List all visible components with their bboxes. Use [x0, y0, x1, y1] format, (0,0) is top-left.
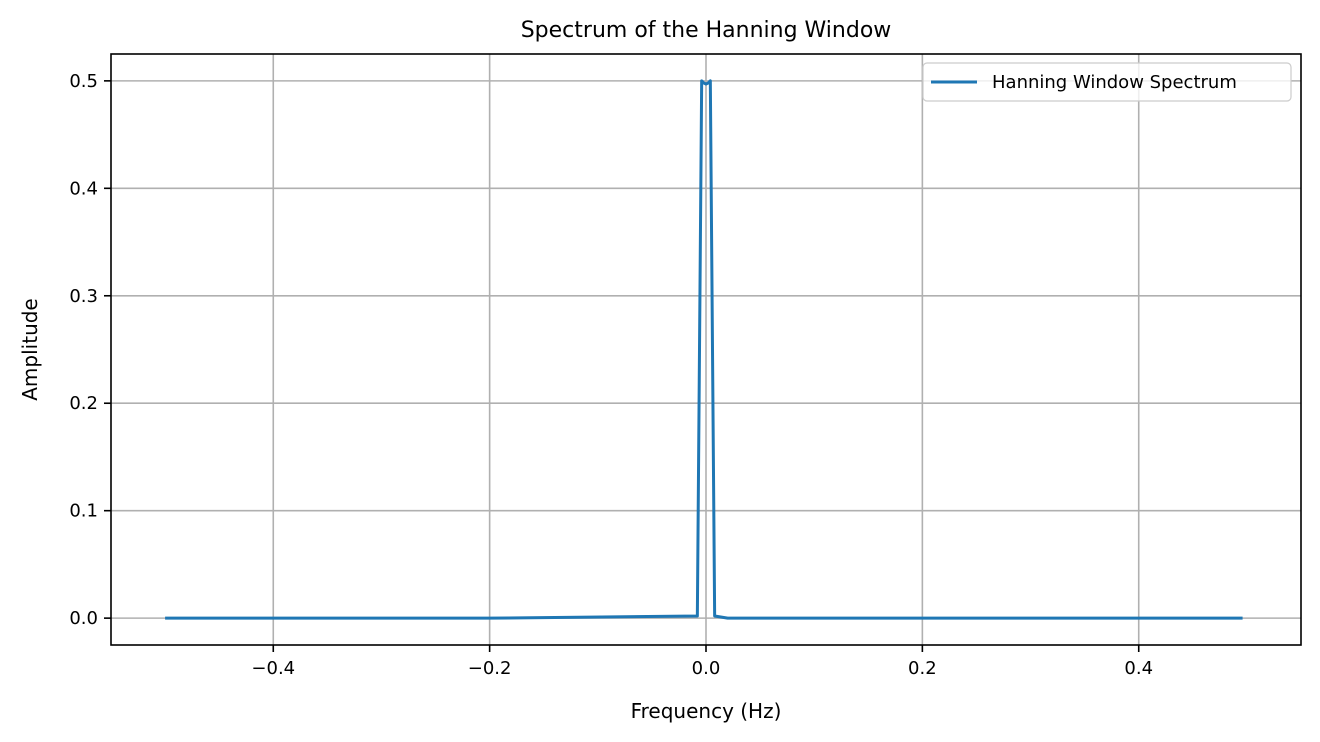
x-tick-label: −0.4 [251, 658, 295, 679]
x-axis-label: Frequency (Hz) [631, 699, 782, 723]
series-line [165, 79, 1243, 620]
legend-box [922, 62, 1292, 102]
x-tick-label: 0.0 [692, 658, 721, 679]
y-tick-label: 0.1 [69, 501, 98, 522]
y-tick-label: 0.4 [69, 178, 98, 199]
y-tick-label: 0.5 [69, 71, 98, 92]
y-tick-label: 0.2 [69, 393, 98, 414]
series-layer [165, 79, 1243, 620]
ticks: −0.4 −0.2 0.0 0.2 0.4 0.0 0.1 0.2 0.3 0.4 0.5 [69, 71, 1153, 679]
y-axis-label: Amplitude [18, 298, 42, 401]
legend-label: Hanning Window Spectrum [992, 72, 1237, 93]
x-tick-label: 0.4 [1124, 658, 1153, 679]
x-tick-label: −0.2 [468, 658, 512, 679]
chart-title: Spectrum of the Hanning Window [521, 18, 892, 43]
x-tick-label: 0.2 [908, 658, 937, 679]
y-tick-label: 0.0 [69, 608, 98, 629]
legend: Hanning Window Spectrum [922, 62, 1292, 102]
y-tick-label: 0.3 [69, 286, 98, 307]
